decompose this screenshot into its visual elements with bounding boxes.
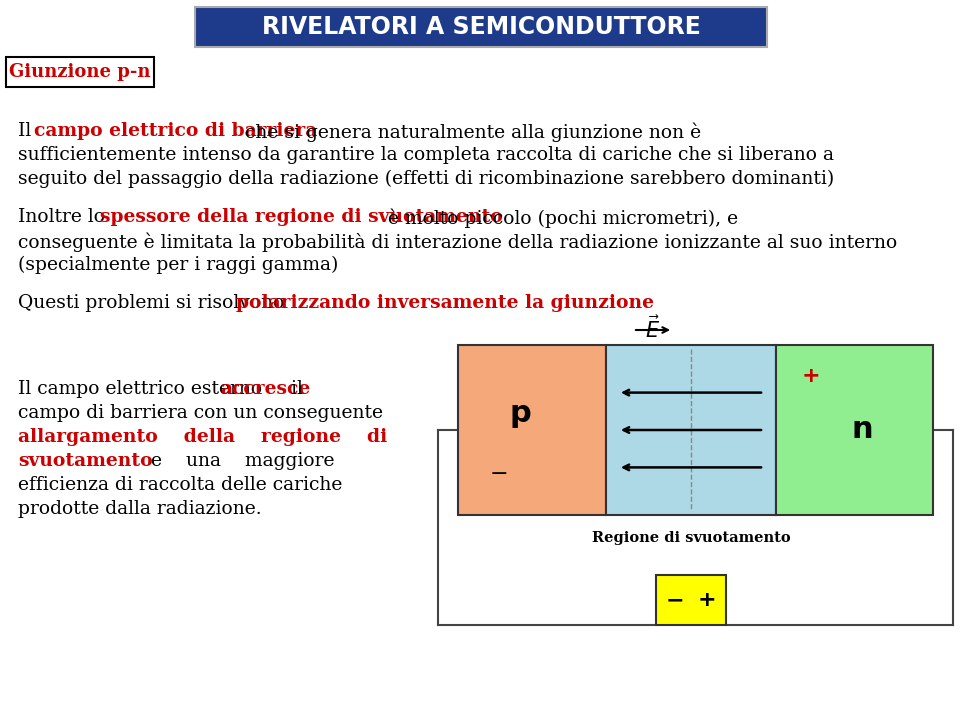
Text: (specialmente per i raggi gamma): (specialmente per i raggi gamma)	[18, 256, 338, 274]
Text: che si genera naturalmente alla giunzione non è: che si genera naturalmente alla giunzion…	[239, 122, 701, 141]
Bar	[195, 7, 767, 47]
Text: −: −	[665, 590, 684, 610]
Text: Questi problemi si risolvono: Questi problemi si risolvono	[18, 294, 290, 312]
Text: −: −	[491, 464, 509, 484]
Text: efficienza di raccolta delle cariche: efficienza di raccolta delle cariche	[18, 476, 343, 494]
Text: prodotte dalla radiazione.: prodotte dalla radiazione.	[18, 500, 262, 518]
Text: è molto piccolo (pochi micrometri), e: è molto piccolo (pochi micrometri), e	[382, 208, 738, 227]
Bar	[458, 345, 606, 515]
Text: Regione di svuotamento: Regione di svuotamento	[591, 531, 790, 545]
Text: polarizzando inversamente la giunzione: polarizzando inversamente la giunzione	[236, 294, 654, 312]
Bar	[656, 575, 726, 625]
Text: Il campo elettrico esterno: Il campo elettrico esterno	[18, 380, 268, 398]
Text: n: n	[852, 415, 874, 444]
Text: Giunzione p-n: Giunzione p-n	[10, 63, 151, 81]
Text: Il: Il	[18, 122, 37, 140]
Bar	[776, 345, 933, 515]
Text: campo di barriera con un conseguente: campo di barriera con un conseguente	[18, 404, 383, 422]
Text: accresce: accresce	[220, 380, 310, 398]
Text: campo elettrico di barriera: campo elettrico di barriera	[34, 122, 317, 140]
Text: seguito del passaggio della radiazione (effetti di ricombinazione sarebbero domi: seguito del passaggio della radiazione (…	[18, 170, 834, 188]
Text: svuotamento: svuotamento	[18, 452, 153, 470]
Text: Inoltre lo: Inoltre lo	[18, 208, 111, 226]
Text: sufficientemente intenso da garantire la completa raccolta di cariche che si lib: sufficientemente intenso da garantire la…	[18, 146, 834, 164]
Text: RIVELATORI A SEMICONDUTTORE: RIVELATORI A SEMICONDUTTORE	[261, 15, 701, 39]
Text: allargamento    della    regione    di: allargamento della regione di	[18, 428, 387, 446]
Text: conseguente è limitata la probabilità di interazione della radiazione ionizzante: conseguente è limitata la probabilità di…	[18, 232, 898, 251]
Text: $\vec{E}$: $\vec{E}$	[645, 315, 660, 342]
Text: spessore della regione di svuotamento: spessore della regione di svuotamento	[100, 208, 503, 226]
Bar	[6, 57, 154, 87]
Bar	[606, 345, 776, 515]
Text: il: il	[285, 380, 302, 398]
Text: e    una    maggiore: e una maggiore	[127, 452, 334, 470]
Text: p: p	[510, 398, 531, 427]
Text: +: +	[802, 366, 820, 386]
Text: +: +	[698, 590, 716, 610]
